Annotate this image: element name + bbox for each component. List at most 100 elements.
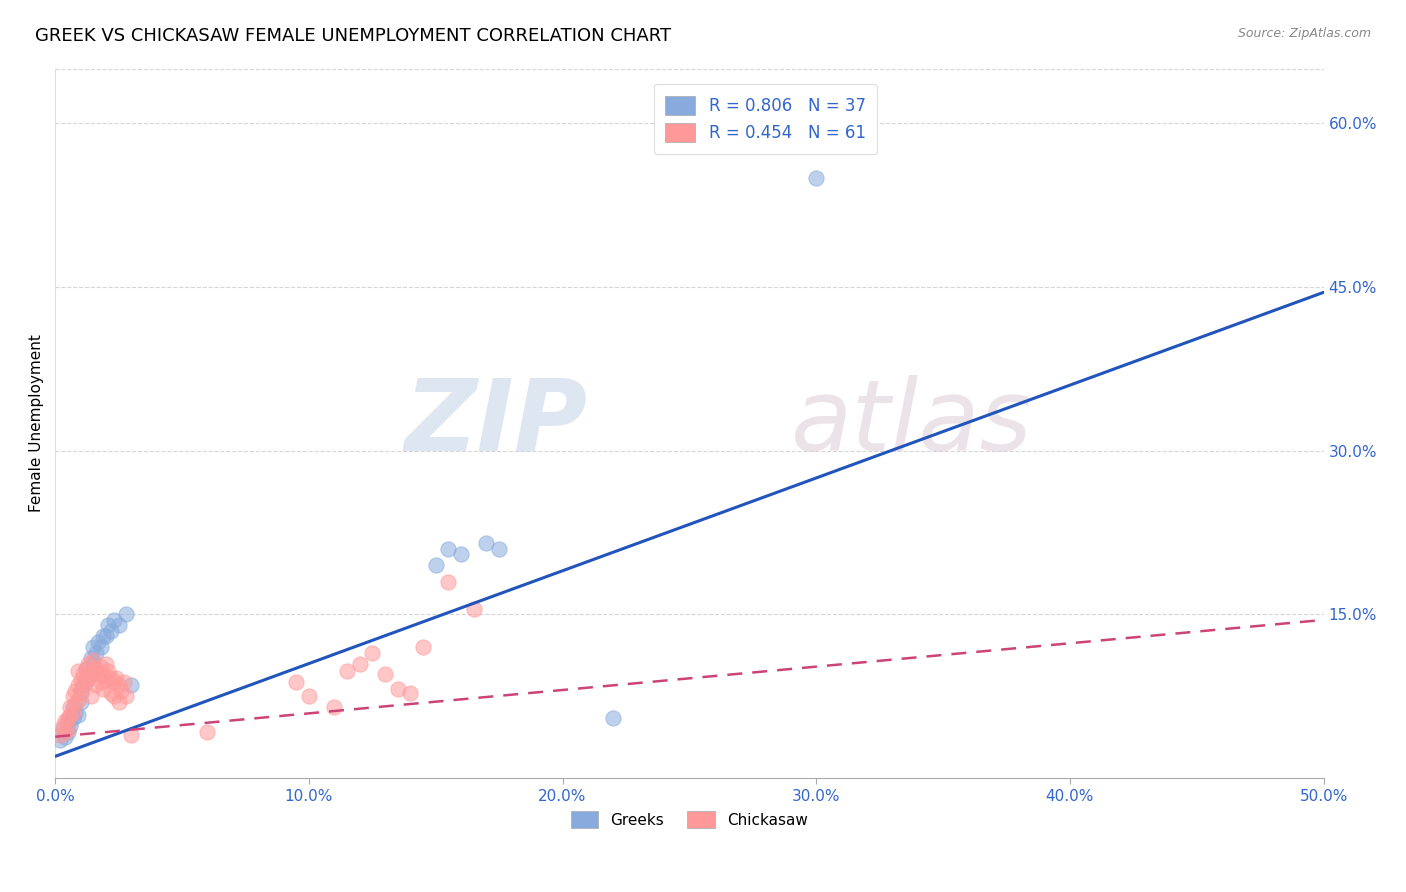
Point (53, 714, 76, 729)
Point (94, 673, 117, 687)
Point (82, 653, 104, 667)
Point (374, 667, 396, 681)
Point (120, 727, 142, 741)
Point (66, 664, 89, 678)
Point (79, 651, 101, 665)
Legend: Greeks, Chickasaw: Greeks, Chickasaw (565, 805, 814, 834)
Point (103, 675, 125, 690)
Point (463, 602, 485, 616)
Point (94, 657, 117, 671)
Point (56, 722, 79, 736)
Point (56, 711, 79, 725)
Point (49, 727, 72, 741)
Point (79, 690, 101, 704)
Point (53, 730, 76, 744)
Point (94, 629, 117, 643)
Point (412, 640, 434, 655)
Point (105, 671, 128, 685)
Point (298, 690, 321, 704)
Text: atlas: atlas (790, 375, 1032, 472)
Point (323, 700, 346, 714)
Point (97, 664, 120, 678)
Point (72, 667, 94, 681)
Point (399, 686, 422, 700)
Point (93, 667, 115, 681)
Point (349, 657, 371, 671)
Point (82, 640, 104, 655)
Point (112, 675, 135, 690)
Point (115, 690, 138, 704)
Point (97, 618, 120, 632)
Point (62, 700, 84, 714)
Point (65, 684, 87, 698)
Point (100, 671, 122, 685)
Point (56, 725, 79, 739)
Point (336, 664, 359, 678)
Point (103, 613, 125, 627)
Point (66, 692, 89, 706)
Point (62, 690, 84, 704)
Point (72, 678, 94, 692)
Point (450, 548, 472, 562)
Text: ZIP: ZIP (405, 375, 588, 472)
Point (69, 695, 91, 709)
Point (84, 662, 107, 676)
Point (77, 657, 100, 671)
Point (87, 667, 110, 681)
Point (103, 690, 125, 704)
Point (66, 707, 89, 722)
Point (100, 624, 122, 638)
Text: GREEK VS CHICKASAW FEMALE UNEMPLOYMENT CORRELATION CHART: GREEK VS CHICKASAW FEMALE UNEMPLOYMENT C… (35, 27, 671, 45)
Point (65, 697, 87, 711)
Point (285, 675, 308, 690)
Point (77, 671, 100, 685)
Point (90, 660, 112, 674)
Point (59, 719, 82, 733)
Point (84, 646, 107, 660)
Point (107, 618, 129, 632)
Point (69, 673, 91, 687)
Point (69, 686, 91, 700)
Point (425, 558, 447, 573)
Point (87, 634, 110, 648)
Point (107, 695, 129, 709)
Point (49, 733, 72, 747)
Point (59, 707, 82, 722)
Point (107, 678, 129, 692)
Point (120, 678, 142, 692)
Point (115, 607, 138, 622)
Point (72, 678, 94, 692)
Point (65, 706, 87, 720)
Point (806, 170, 828, 185)
Point (75, 662, 97, 676)
Point (75, 662, 97, 676)
Point (437, 574, 460, 589)
Point (66, 678, 89, 692)
Point (75, 673, 97, 687)
Point (62, 706, 84, 720)
Point (52, 719, 75, 733)
Point (602, 711, 624, 725)
Point (90, 675, 112, 690)
Point (90, 640, 112, 655)
Point (75, 675, 97, 690)
Point (82, 667, 104, 681)
Point (100, 686, 122, 700)
Text: Source: ZipAtlas.com: Source: ZipAtlas.com (1237, 27, 1371, 40)
Point (387, 681, 409, 696)
Point (93, 681, 115, 696)
Point (488, 541, 510, 556)
Point (475, 536, 498, 550)
Point (195, 725, 218, 739)
Point (110, 684, 132, 698)
Point (53, 725, 76, 739)
Point (62, 711, 84, 725)
Point (79, 664, 101, 678)
Point (77, 667, 100, 681)
Point (93, 629, 115, 643)
Point (56, 714, 79, 729)
Point (52, 722, 75, 736)
Point (69, 684, 91, 698)
Y-axis label: Female Unemployment: Female Unemployment (30, 334, 44, 512)
Point (361, 646, 384, 660)
